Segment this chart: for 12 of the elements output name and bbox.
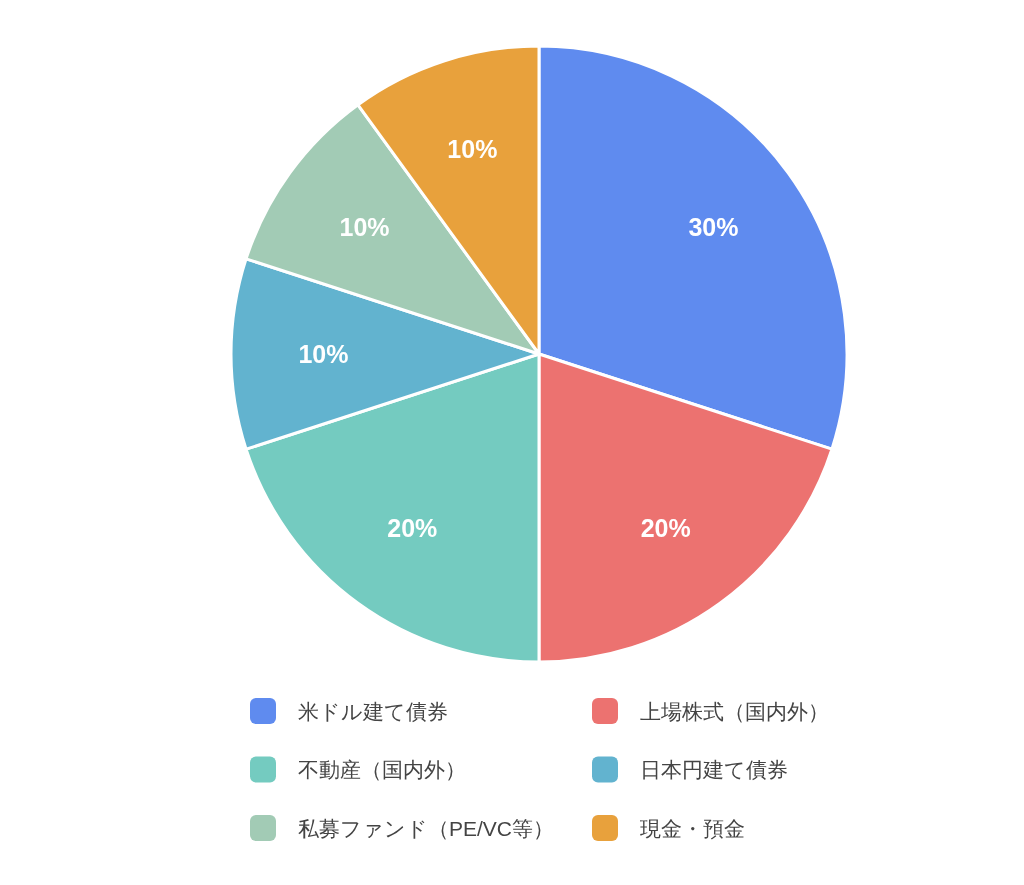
data-label: 10% xyxy=(298,340,349,368)
legend-label: 現金・預金 xyxy=(640,816,745,840)
data-label: 10% xyxy=(447,134,498,163)
legend-label: 不動産（国内外） xyxy=(298,758,466,781)
legend-label: 日本円建て債券 xyxy=(640,758,788,781)
data-label: 10% xyxy=(339,213,390,242)
data-label: 30% xyxy=(688,213,739,242)
legend-label: 米ドル建て債券 xyxy=(298,699,448,723)
legend-label: 上場株式（国内外） xyxy=(640,699,829,723)
legend-label: 私募ファンド（PE/VC等） xyxy=(298,816,555,840)
data-label: 20% xyxy=(640,514,691,543)
data-label: 20% xyxy=(387,514,438,543)
